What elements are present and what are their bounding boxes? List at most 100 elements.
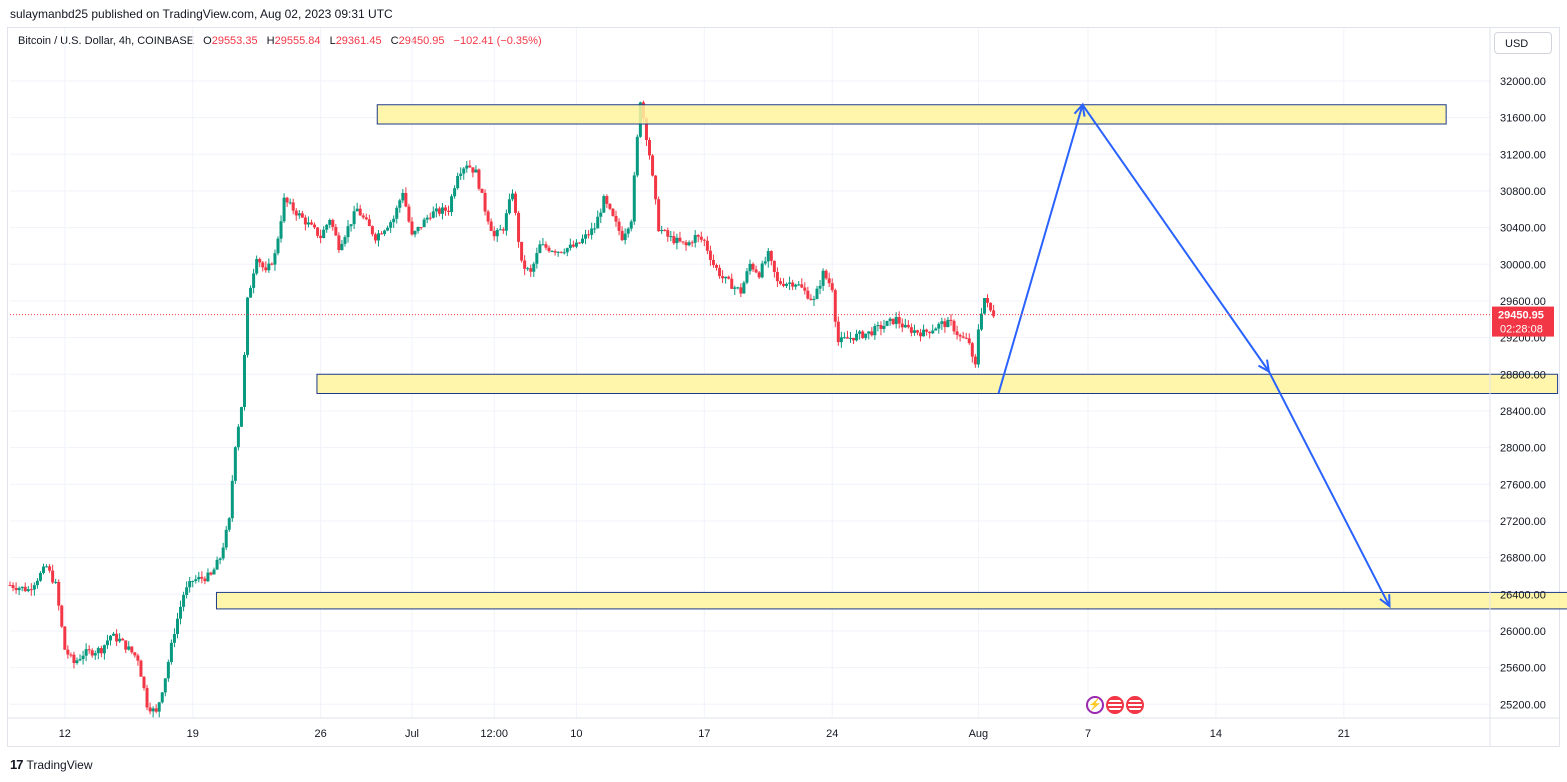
grid	[10, 28, 1490, 718]
candle-body	[568, 244, 572, 249]
candle-body	[273, 253, 277, 265]
projection-segment[interactable]	[1081, 104, 1270, 373]
price-tick-label: 25600.00	[1500, 663, 1546, 675]
candle-body	[915, 330, 919, 333]
candle-body	[471, 167, 475, 173]
candle-body	[800, 284, 804, 288]
candle-body	[657, 199, 661, 232]
price-tick-label: 25200.00	[1500, 699, 1546, 711]
us-flag-icon[interactable]	[1106, 696, 1124, 714]
candle-body	[249, 287, 253, 298]
candle-body	[587, 234, 591, 236]
support-resistance-zone[interactable]	[316, 373, 1559, 394]
candle-body	[300, 213, 304, 218]
candle-body	[69, 654, 73, 656]
candle-body	[806, 290, 810, 299]
candle-body	[474, 169, 478, 173]
candle-body	[38, 572, 42, 581]
candle-body	[711, 259, 715, 266]
candle-body	[937, 323, 941, 329]
candle-body	[919, 332, 923, 337]
time-axis[interactable]: 12 19 26 Jul 12:00 10 17 24 Aug 7 14 21	[59, 728, 1350, 740]
candle-body	[346, 226, 350, 238]
candle-body	[462, 168, 466, 174]
us-flag-icon[interactable]	[1126, 696, 1144, 714]
candle-body	[486, 211, 490, 222]
candle-body	[611, 208, 615, 216]
candle-body	[112, 633, 116, 636]
price-axis[interactable]: 25200.00 25600.00 26000.00 26400.00 26800.00…	[1500, 76, 1546, 711]
projection-segment[interactable]	[997, 104, 1084, 394]
price-tick-label: 27200.00	[1500, 516, 1546, 528]
time-tick-label: 17	[698, 728, 710, 740]
lightning-icon[interactable]: ⚡	[1086, 696, 1104, 714]
candle-body	[955, 331, 959, 335]
candle-body	[209, 572, 213, 575]
currency-button[interactable]: USD	[1494, 32, 1552, 54]
candle-body	[236, 426, 240, 448]
candle-body	[912, 330, 916, 333]
time-tick-label: 7	[1085, 728, 1091, 740]
candle-body	[760, 263, 764, 278]
price-tick-label: 31600.00	[1500, 113, 1546, 125]
candle-body	[724, 276, 728, 279]
candle-body	[940, 321, 944, 324]
candle-body	[705, 240, 709, 251]
price-tick-label: 28000.00	[1500, 443, 1546, 455]
candles	[8, 100, 996, 718]
support-resistance-zone[interactable]	[376, 104, 1447, 125]
candle-body	[584, 234, 588, 239]
support-resistance-zone[interactable]	[215, 591, 1567, 610]
candle-body	[163, 678, 167, 693]
candle-body	[395, 207, 399, 219]
candle-body	[785, 283, 789, 286]
candle-body	[888, 318, 892, 321]
candle-body	[858, 331, 862, 334]
symbol-label[interactable]: Bitcoin / U.S. Dollar, 4h, COINBASE	[18, 35, 195, 47]
candle-body	[870, 331, 874, 336]
candle-body	[185, 587, 189, 595]
candle-body	[754, 269, 758, 273]
candle-body	[651, 155, 655, 176]
candle-body	[821, 270, 825, 286]
candle-body	[437, 208, 441, 214]
candle-body	[967, 338, 971, 344]
candle-body	[297, 213, 301, 216]
time-tick-label: 19	[187, 728, 199, 740]
candle-body	[270, 263, 274, 265]
candle-body	[456, 175, 460, 189]
candle-body	[386, 227, 390, 231]
candle-body	[687, 242, 691, 246]
candle-body	[495, 229, 499, 237]
candle-body	[169, 642, 173, 662]
candle-body	[900, 323, 904, 328]
price-tick-label: 30400.00	[1500, 223, 1546, 235]
projection-segment[interactable]	[1268, 371, 1391, 607]
candle-body	[669, 236, 673, 238]
high-label: H	[266, 35, 275, 47]
candle-body	[157, 702, 161, 712]
candle-body	[879, 325, 883, 329]
candle-body	[343, 237, 347, 244]
candle-body	[413, 231, 417, 235]
candle-body	[781, 283, 785, 286]
candle-body	[590, 228, 594, 235]
candle-body	[358, 208, 362, 216]
candle-body	[529, 268, 533, 272]
candle-body	[614, 215, 618, 222]
candle-body	[367, 219, 371, 227]
candle-body	[230, 480, 234, 519]
candle-body	[489, 221, 493, 231]
candle-body	[267, 263, 271, 271]
candle-body	[105, 640, 109, 646]
candle-body	[383, 230, 387, 235]
candle-body	[599, 212, 603, 217]
candle-body	[836, 321, 840, 343]
candle-body	[352, 211, 356, 225]
candle-body	[949, 319, 953, 321]
candle-body	[992, 310, 996, 317]
candle-body	[75, 660, 79, 664]
arrow-head	[1379, 594, 1391, 609]
candle-body	[882, 325, 886, 329]
